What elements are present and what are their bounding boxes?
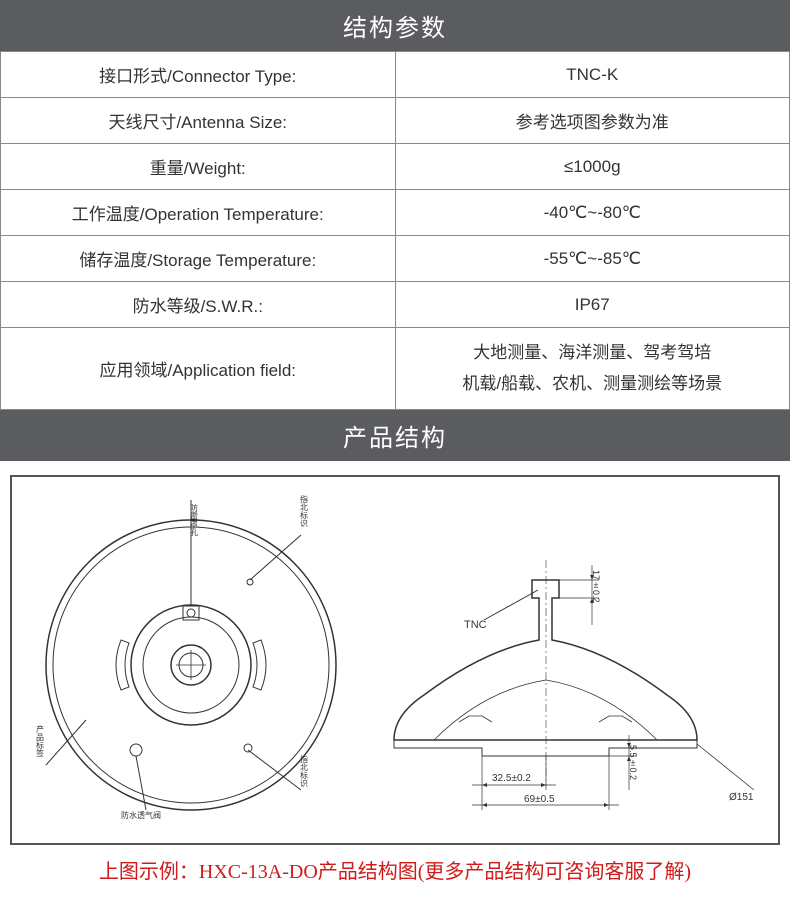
- spec-value: 大地测量、海洋测量、驾考驾培 机载/船载、农机、测量测绘等场景: [395, 328, 790, 410]
- spec-label: 天线尺寸/Antenna Size:: [1, 98, 396, 144]
- product-structure-diagram: 防雷罩孔 产品标签 指北标识 指北标识 防水透气阀: [10, 475, 780, 845]
- spec-label: 重量/Weight:: [1, 144, 396, 190]
- spec-row-op-temp: 工作温度/Operation Temperature:-40℃~-80℃: [1, 190, 790, 236]
- spec-value: IP67: [395, 282, 790, 328]
- dim-55: 5.5±0.2: [628, 745, 638, 780]
- dim-69: 69±0.5: [524, 794, 555, 805]
- spec-value: 参考选项图参数为准: [395, 98, 790, 144]
- spec-row-size: 天线尺寸/Antenna Size:参考选项图参数为准: [1, 98, 790, 144]
- spec-value: ≤1000g: [395, 144, 790, 190]
- diagram-caption: 上图示例：HXC-13A-DO产品结构图(更多产品结构可咨询客服了解): [0, 855, 790, 884]
- dim-17: 17±0.2: [591, 570, 601, 603]
- dim-tnc: TNC: [464, 619, 487, 631]
- spec-label: 接口形式/Connector Type:: [1, 52, 396, 98]
- label-bottom: 防水透气阀: [121, 810, 161, 820]
- section-header-product-structure: 产品结构: [0, 410, 790, 461]
- top-view-drawing: 防雷罩孔 产品标签 指北标识 指北标识 防水透气阀: [26, 490, 356, 830]
- spec-row-weight: 重量/Weight:≤1000g: [1, 144, 790, 190]
- spec-label: 储存温度/Storage Temperature:: [1, 236, 396, 282]
- spec-row-storage-temp: 储存温度/Storage Temperature:-55℃~-85℃: [1, 236, 790, 282]
- side-view-drawing: TNC 17±0.2 5.5±0.2 32.5±0.2 69±0.5 Ø151: [364, 490, 764, 830]
- label-top: 防雷罩孔: [190, 503, 199, 537]
- app-line-1: 大地测量、海洋测量、驾考驾培: [404, 338, 782, 369]
- app-line-2: 机载/船载、农机、测量测绘等场景: [404, 369, 782, 400]
- spec-row-connector: 接口形式/Connector Type:TNC-K: [1, 52, 790, 98]
- spec-label: 应用领域/Application field:: [1, 328, 396, 410]
- label-right: 指北标识: [300, 494, 309, 528]
- spec-label: 防水等级/S.W.R.:: [1, 282, 396, 328]
- spec-label: 工作温度/Operation Temperature:: [1, 190, 396, 236]
- spec-table: 接口形式/Connector Type:TNC-K 天线尺寸/Antenna S…: [0, 51, 790, 410]
- section-header-structure-params: 结构参数: [0, 0, 790, 51]
- label-left: 产品标签: [36, 724, 45, 757]
- spec-value: TNC-K: [395, 52, 790, 98]
- spec-value: -55℃~-85℃: [395, 236, 790, 282]
- dim-151: Ø151: [729, 792, 754, 803]
- label-br: 指北标识: [300, 754, 309, 788]
- spec-value: -40℃~-80℃: [395, 190, 790, 236]
- spec-row-application: 应用领域/Application field: 大地测量、海洋测量、驾考驾培 机…: [1, 328, 790, 410]
- dim-325: 32.5±0.2: [492, 773, 531, 784]
- spec-row-swr: 防水等级/S.W.R.:IP67: [1, 282, 790, 328]
